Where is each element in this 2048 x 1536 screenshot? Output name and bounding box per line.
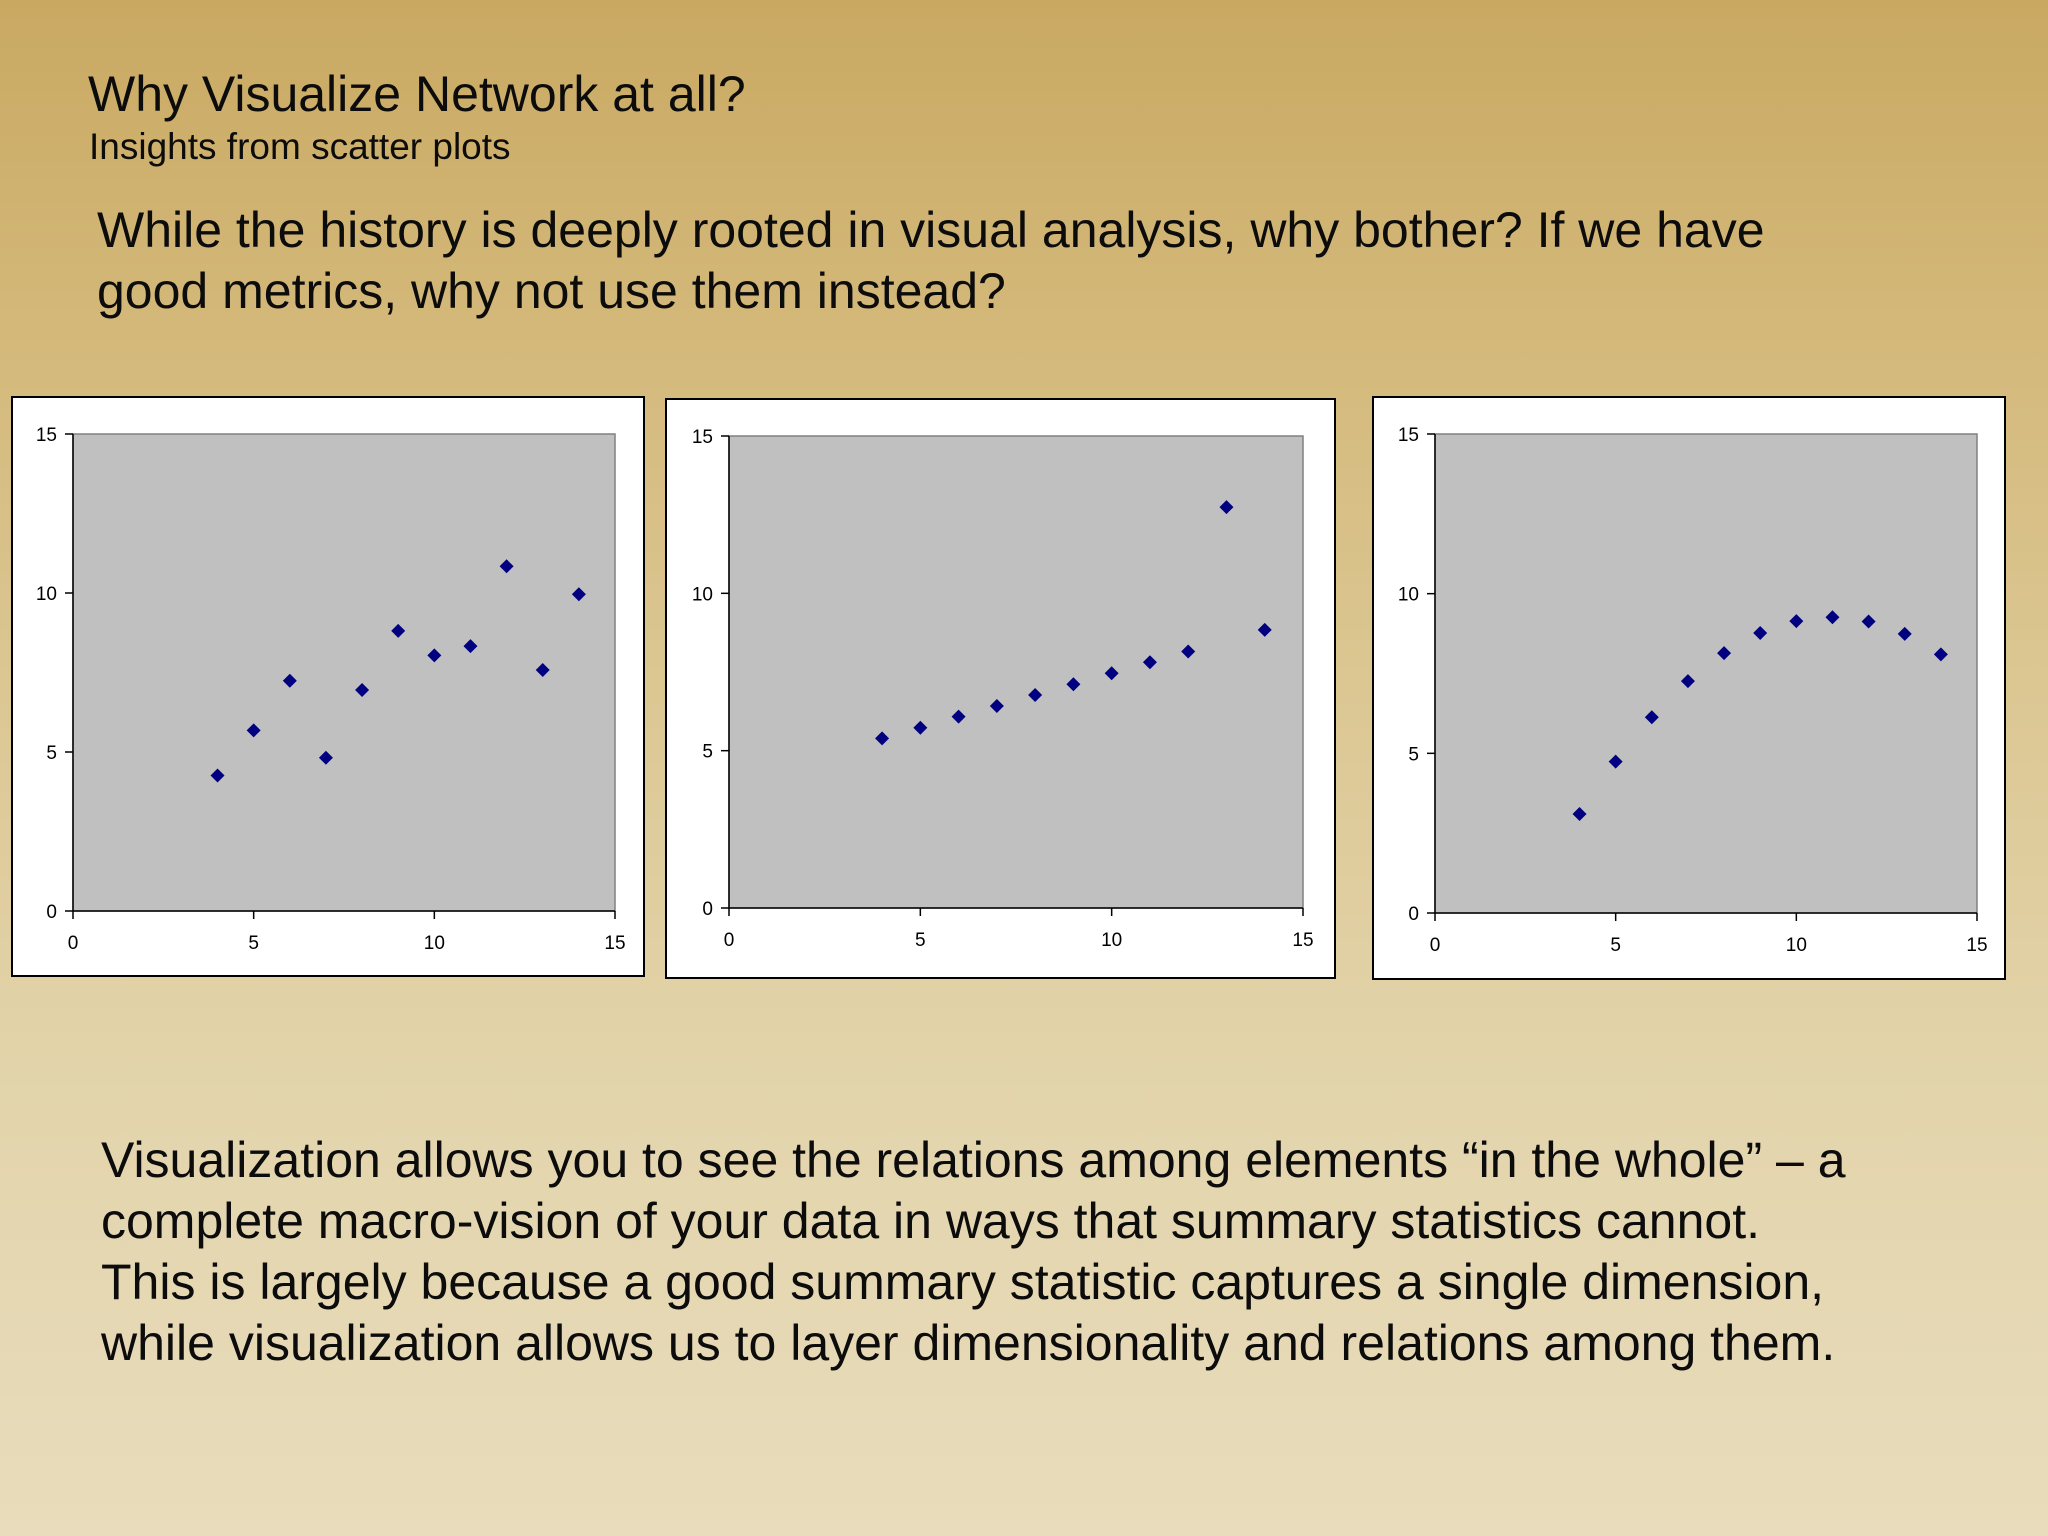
data-point <box>1104 666 1119 681</box>
y-tick-label: 5 <box>46 743 57 764</box>
data-point <box>391 623 406 638</box>
slide-subtitle: Insights from scatter plots <box>89 126 511 167</box>
y-tick-label: 10 <box>36 584 57 605</box>
x-tick-label: 5 <box>248 933 259 954</box>
scatter-chart-1-svg: 0 5 10 15 0 5 10 15 <box>36 425 626 954</box>
data-point <box>535 662 550 677</box>
scatter-chart-2-svg: 0 5 10 15 0 5 10 15 <box>692 427 1314 951</box>
body-line: Visualization allows you to see the rela… <box>101 1132 1846 1188</box>
data-point <box>318 750 333 765</box>
scatter-chart-2: 0 5 10 15 0 5 10 15 <box>665 398 1336 979</box>
y-tick-label: 5 <box>1408 744 1419 765</box>
data-point <box>1897 626 1912 641</box>
data-point <box>282 673 297 688</box>
x-tick-label: 10 <box>424 933 445 954</box>
scatter-chart-1: 0 5 10 15 0 5 10 15 <box>11 396 645 977</box>
x-tick-label: 15 <box>1292 930 1313 951</box>
y-tick-label: 15 <box>36 425 57 446</box>
y-tick-label: 5 <box>702 742 713 763</box>
scatter-chart-3-svg: 0 5 10 15 0 5 10 15 <box>1398 425 1988 956</box>
data-point <box>1753 625 1768 640</box>
data-point <box>1789 614 1804 629</box>
scatter-chart-3: 0 5 10 15 0 5 10 15 <box>1372 396 2006 980</box>
intro-line: good metrics, why not use them instead? <box>97 263 1006 319</box>
data-point <box>1028 687 1043 702</box>
y-tick-label: 15 <box>1398 425 1419 446</box>
x-tick-label: 10 <box>1101 930 1122 951</box>
y-tick-label: 15 <box>692 427 713 448</box>
intro-line: While the history is deeply rooted in vi… <box>97 202 1765 258</box>
data-point <box>875 731 890 746</box>
data-point <box>1257 622 1272 637</box>
x-tick-label: 15 <box>604 933 625 954</box>
data-point <box>499 559 514 574</box>
x-tick-label: 0 <box>68 933 79 954</box>
slide-title: Why Visualize Network at all? <box>88 66 746 122</box>
x-tick-label: 10 <box>1786 935 1807 956</box>
y-tick-label: 10 <box>1398 585 1419 606</box>
data-point <box>951 709 966 724</box>
data-point <box>1933 647 1948 662</box>
x-tick-label: 0 <box>1430 935 1441 956</box>
data-point <box>571 587 586 602</box>
data-point <box>427 648 442 663</box>
body-line: while visualization allows us to layer d… <box>101 1315 1836 1371</box>
plot-area <box>72 433 616 912</box>
x-tick-label: 15 <box>1966 935 1987 956</box>
data-point <box>1181 644 1196 659</box>
data-point <box>1066 677 1081 692</box>
data-point <box>246 723 261 738</box>
data-point <box>1825 610 1840 625</box>
x-tick-label: 0 <box>724 930 735 951</box>
y-tick-label: 0 <box>1408 904 1419 925</box>
data-point <box>463 639 478 654</box>
data-point <box>1717 646 1732 661</box>
body-line: complete macro-vision of your data in wa… <box>101 1193 1760 1249</box>
intro-paragraph: While the history is deeply rooted in vi… <box>97 200 1997 322</box>
data-point <box>1142 655 1157 670</box>
y-tick-label: 0 <box>702 899 713 920</box>
data-point <box>1644 710 1659 725</box>
data-point <box>210 768 225 783</box>
y-tick-label: 10 <box>692 584 713 605</box>
body-paragraph: Visualization allows you to see the rela… <box>101 1130 2001 1374</box>
y-tick-label: 0 <box>46 902 57 923</box>
data-point <box>913 720 928 735</box>
plot-area <box>1434 433 1978 914</box>
data-point <box>1572 807 1587 822</box>
data-point <box>1219 500 1234 515</box>
data-point <box>989 698 1004 713</box>
data-point <box>1608 754 1623 769</box>
data-point <box>1861 614 1876 629</box>
data-point <box>1680 674 1695 689</box>
body-line: This is largely because a good summary s… <box>101 1254 1825 1310</box>
data-point <box>355 682 370 697</box>
x-tick-label: 5 <box>1610 935 1621 956</box>
plot-area <box>728 435 1304 909</box>
x-tick-label: 5 <box>915 930 926 951</box>
